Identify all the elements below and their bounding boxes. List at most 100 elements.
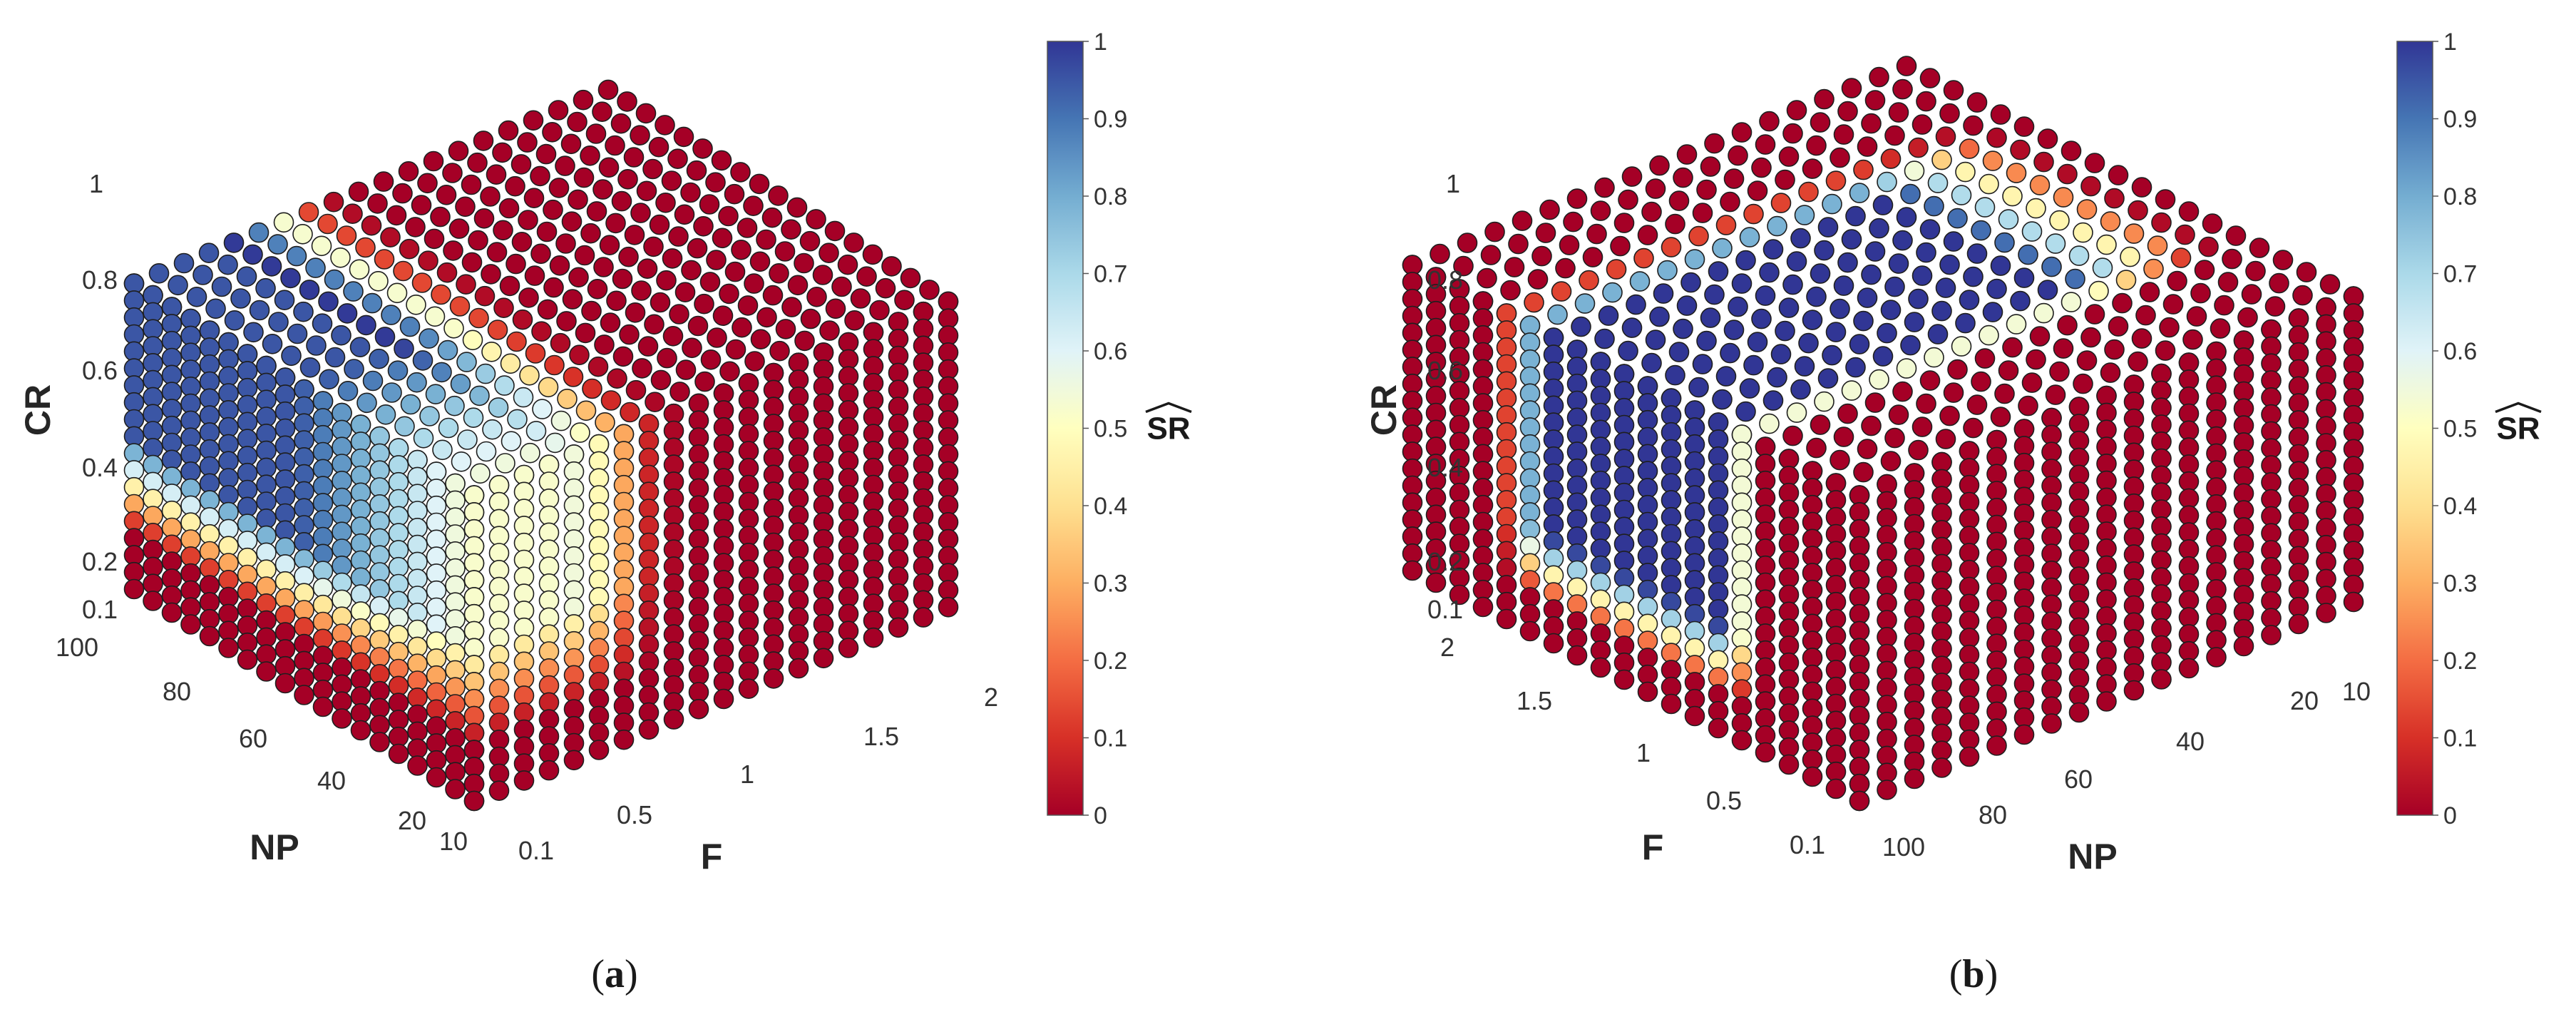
point-face-right [1684,417,1705,438]
point-face-right [1496,303,1517,324]
f-tick: 0.5 [1706,786,1742,815]
point-face-right [688,580,709,601]
point-face-top [2049,210,2070,231]
point-face-front [2343,388,2364,409]
point-face-top [399,238,420,260]
point-face-front [388,489,409,510]
point-face-right [563,478,585,499]
point-face-right [788,573,809,594]
cr-tick: 0.2 [1427,547,1463,576]
point-face-front [2041,713,2062,734]
point-face-right [1402,407,1423,429]
point-face-top [550,332,571,354]
point-face-front [180,359,201,380]
point-face-right [763,362,784,384]
point-face-front [256,593,277,614]
point-face-front [1877,593,1897,614]
point-face-top [355,237,376,258]
point-face-front [2206,477,2227,498]
point-face-front [407,636,428,658]
point-face-top [412,350,433,371]
point-face-front [1877,525,1897,546]
np-tick: 100 [1882,832,1925,862]
point-face-right [613,576,635,598]
point-face-right [1708,582,1729,603]
point-face-top [356,392,377,414]
point-face-right [763,600,784,621]
point-face-top [2151,363,2172,384]
point-face-top [712,228,733,249]
point-face-top [775,319,796,339]
point-face-right [1661,608,1682,630]
point-face-front [2041,696,2062,717]
point-face-top [669,382,690,402]
point-face-right [813,427,834,448]
point-face-front [2151,448,2172,469]
point-face-front [123,561,145,583]
point-face-right [1708,633,1729,654]
point-face-right [763,617,784,638]
point-face-right [1778,720,1800,741]
point-face-right [488,576,510,598]
point-face-front [294,446,314,468]
point-face-right [1755,436,1776,457]
point-face-top [1477,267,1497,289]
point-face-front [256,525,277,546]
point-face-right [1849,672,1870,693]
point-face-right [1755,538,1776,559]
point-face-right [863,457,884,479]
point-face-top [585,123,607,144]
point-face-right [713,688,734,710]
cr-tick: 1 [1446,169,1460,198]
point-face-top [1775,320,1795,342]
point-face-top [2217,272,2239,292]
point-face-front [388,726,409,747]
point-face-right [1543,480,1564,501]
point-face-top [1775,169,1795,190]
point-face-right [588,586,610,608]
point-face-top [423,150,444,172]
point-face-top [1888,102,1909,123]
point-face-front [256,407,277,427]
point-face-top [756,307,777,328]
point-face-front [332,572,352,593]
point-face-top [2033,302,2054,324]
f-tick: 1.5 [1517,686,1552,715]
point-face-top [744,351,765,372]
point-face-front [274,384,296,405]
point-face-top [1998,360,2019,381]
point-face-top [580,223,601,244]
colorbar-tick-label: 0.8 [1094,183,1127,210]
point-face-top [1723,320,1745,340]
point-face-right [788,539,809,560]
point-face-right [788,640,809,662]
point-face-front [143,539,163,561]
point-face-top [312,391,334,412]
point-face-top [1504,257,1525,277]
point-face-right [1472,528,1494,550]
point-face-top [575,322,596,344]
point-face-top [2065,268,2085,290]
point-face-right [713,655,734,675]
point-face-front [2068,583,2090,604]
point-face-top [425,384,446,405]
point-face-front [2316,551,2336,573]
point-face-top [1814,240,1834,261]
point-face-right [1402,305,1423,327]
point-face-top [548,178,570,198]
point-face-right [638,600,660,621]
point-face-right [713,620,734,642]
point-face-front [426,495,447,516]
point-face-front [123,392,145,413]
point-face-front [2206,545,2227,566]
point-face-top [1453,255,1474,277]
point-face-right [1472,511,1494,533]
point-face-front [2068,481,2090,502]
point-face-right [888,600,909,621]
point-face-right [1825,591,1847,613]
point-face-front [1959,610,1980,631]
point-face-top [1986,429,2007,451]
point-face-top [2076,199,2098,220]
point-face-right [788,352,809,374]
point-face-top [1880,148,1902,169]
